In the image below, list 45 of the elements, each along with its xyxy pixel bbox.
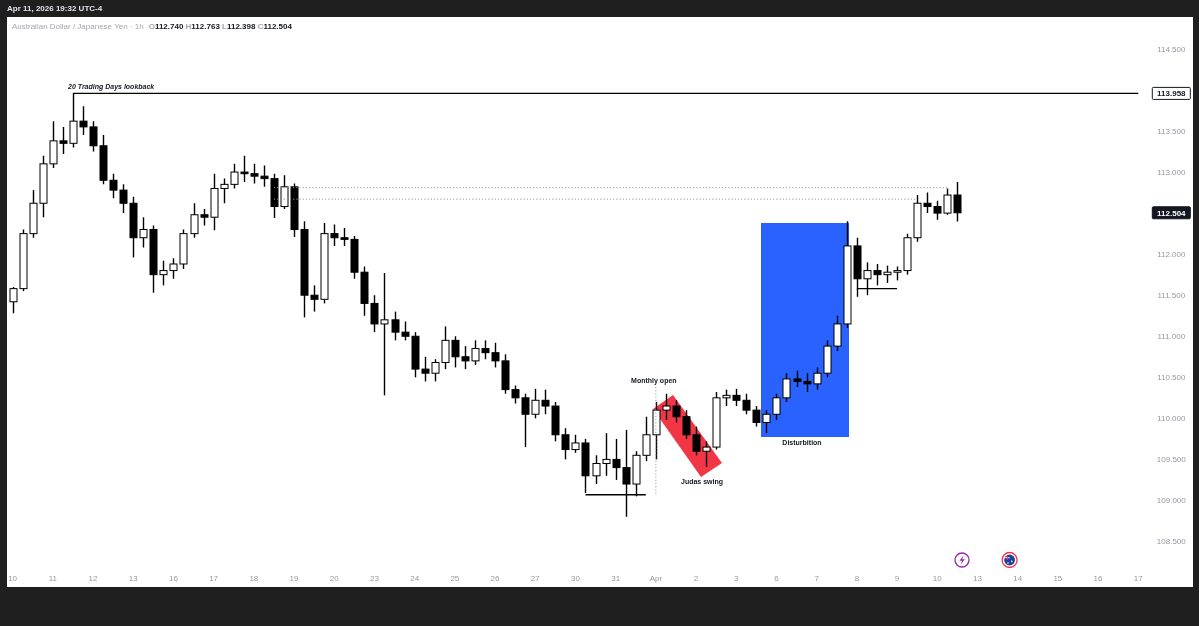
x-tick-label: 11 [48, 574, 58, 583]
x-tick-label: Apr [649, 574, 663, 583]
x-tick-label: 6 [774, 574, 780, 583]
x-tick-label: 30 [571, 574, 581, 583]
y-tick-label: 108.500 [1156, 537, 1187, 547]
x-tick-label: 17 [209, 574, 219, 583]
x-tick-label: 8 [854, 574, 860, 583]
x-tick-label: 15 [1053, 574, 1063, 583]
x-tick-label: 19 [289, 574, 300, 583]
chart-title: Australian Dollar / Japanese Yen · 1h [12, 21, 144, 33]
y-tick-label: 112.000 [1157, 249, 1187, 259]
x-tick-label: 26 [490, 574, 501, 583]
x-tick-label: 16 [1093, 574, 1104, 583]
x-tick-label: 25 [450, 574, 460, 583]
y-tick-label: 109.000 [1156, 496, 1187, 506]
x-tick-label: 14 [1013, 574, 1023, 583]
text: Apr 11, 2026 19:32 UTC-4 [7, 4, 103, 13]
x-tick-label: 27 [530, 574, 541, 583]
x-tick-label: 31 [611, 574, 621, 583]
y-tick-label: 113.000 [1157, 167, 1187, 177]
y-tick-label: 112.504 [1157, 208, 1187, 218]
y-tick-label: 111.000 [1157, 332, 1186, 342]
x-tick-label: 2 [693, 574, 699, 583]
y-tick-label: 114.500 [1157, 44, 1187, 54]
x-tick-label: 17 [1133, 574, 1144, 583]
y-tick-label: 110.000 [1157, 414, 1187, 424]
x-tick-label: 9 [894, 574, 900, 583]
x-tick-label: 24 [410, 574, 420, 583]
x-tick-label: 10 [8, 574, 18, 583]
x-tick-label: 7 [814, 574, 820, 583]
x-tick-label: 12 [88, 574, 99, 583]
x-tick-label: 20 [329, 574, 340, 583]
x-tick-label: 10 [932, 574, 943, 583]
x-tick-label: 16 [168, 574, 179, 583]
x-tick-label: 13 [973, 574, 983, 583]
x-tick-label: 3 [734, 574, 740, 583]
chart-subtitle: O112.740 H112.763 L112.398 C112.504 [148, 22, 292, 31]
y-tick-label: 110.500 [1157, 373, 1187, 383]
x-tick-label: 13 [128, 574, 139, 583]
x-tick-label: 18 [249, 574, 259, 583]
x-tick-label: 23 [369, 574, 380, 583]
y-tick-label: 113.958 [1157, 89, 1187, 99]
y-tick-label: 113.500 [1157, 126, 1187, 136]
y-tick-label: 111.500 [1157, 291, 1186, 300]
y-tick-label: 109.500 [1156, 455, 1187, 465]
